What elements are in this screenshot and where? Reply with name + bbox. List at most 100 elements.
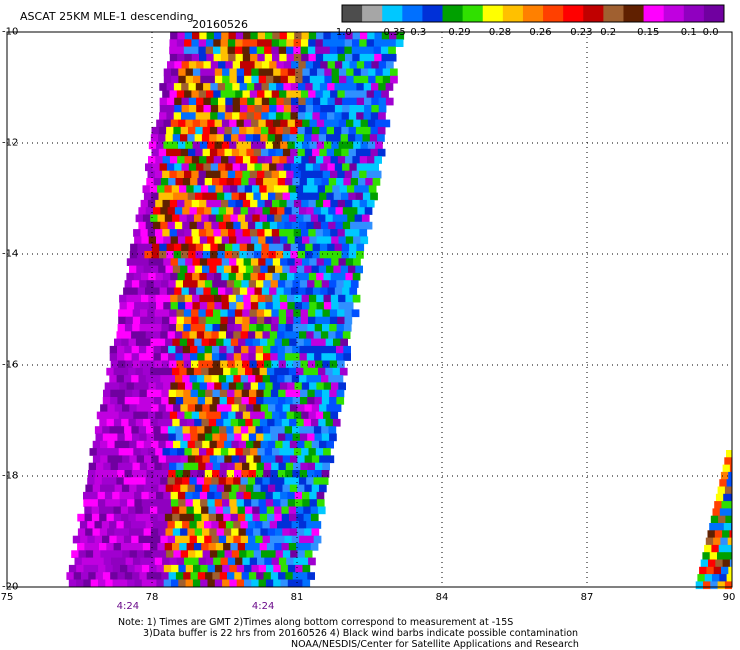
swath-cell: [291, 163, 299, 172]
swath-cell: [314, 345, 322, 354]
swath-cell: [212, 389, 221, 398]
swath-cell: [197, 397, 206, 405]
swath-cell: [291, 61, 299, 69]
swath-cell: [305, 61, 314, 69]
swath-cell: [77, 528, 86, 537]
swath-cell: [133, 411, 141, 420]
swath-cell: [289, 418, 297, 427]
swath-cell: [154, 360, 163, 369]
swath-cell: [188, 61, 197, 69]
swath-cell: [253, 550, 262, 558]
swath-cell: [172, 418, 180, 427]
swath-cell: [189, 521, 198, 529]
swath-cell: [188, 148, 196, 157]
swath-cell: [142, 506, 151, 515]
swath-cell: [163, 119, 172, 128]
swath-cell: [207, 236, 215, 245]
swath-cell: [720, 537, 729, 546]
swath-cell: [117, 572, 126, 580]
swath-cell: [373, 39, 382, 47]
swath-cell: [136, 484, 145, 493]
swath-cell: [178, 141, 186, 150]
swath-cell: [244, 506, 253, 515]
swath-cell: [180, 484, 188, 493]
swath-cell: [318, 367, 326, 376]
swath-cell: [168, 353, 176, 361]
swath-cell: [253, 455, 262, 464]
swath-cell: [198, 462, 206, 471]
swath-cell: [310, 185, 319, 193]
swath-cell: [348, 192, 356, 201]
swath-cell: [329, 397, 337, 405]
swath-cell: [212, 572, 221, 580]
swath-cell: [237, 367, 246, 376]
swath-cell: [218, 521, 227, 529]
swath-cell: [338, 141, 347, 150]
swath-cell: [326, 251, 335, 259]
swath-cell: [159, 105, 168, 113]
swath-cell: [206, 90, 214, 99]
swath-cell: [221, 294, 229, 303]
swath-cell: [233, 477, 241, 485]
swath-cell: [192, 382, 200, 391]
swath-cell: [155, 382, 164, 391]
swath-cell: [166, 83, 175, 91]
swath-cell: [274, 418, 283, 427]
swath-cell: [316, 499, 325, 507]
swath-cell: [341, 112, 350, 120]
swath-cell: [175, 470, 184, 478]
swath-cell: [257, 53, 266, 62]
swath-cell: [235, 229, 243, 237]
swath-cell: [277, 345, 286, 354]
swath-cell: [145, 477, 154, 485]
swath-cell: [145, 221, 154, 230]
swath-cell: [235, 294, 244, 303]
swath-cell: [191, 309, 199, 318]
swath-cell: [213, 316, 221, 325]
swath-cell: [81, 557, 90, 566]
swath-cell: [321, 345, 330, 354]
swath-cell: [291, 97, 299, 106]
swath-cell: [182, 535, 190, 544]
swath-cell: [224, 148, 233, 157]
swath-cell: [150, 214, 158, 223]
swath-cell: [126, 382, 135, 391]
swath-cell: [319, 455, 327, 464]
swath-cell: [243, 119, 252, 128]
swath-cell: [343, 353, 351, 361]
swath-cell: [167, 375, 176, 383]
swath-cell: [226, 535, 234, 544]
swath-cell: [726, 479, 733, 487]
swath-cell: [278, 397, 286, 405]
swath-cell: [196, 163, 204, 172]
swath-cell: [283, 112, 291, 120]
swath-cell: [727, 537, 733, 546]
swath-cell: [83, 564, 92, 573]
swath-cell: [159, 287, 168, 296]
swath-cell: [246, 83, 255, 91]
swath-cell: [270, 572, 279, 580]
swath-cell: [261, 61, 270, 69]
swath-cell: [167, 477, 176, 485]
swath-cell: [106, 418, 115, 427]
swath-cell: [170, 32, 178, 40]
swath-cell: [248, 375, 256, 383]
swath-cell: [303, 513, 312, 522]
swath-cell: [223, 513, 231, 522]
swath-cell: [252, 367, 260, 376]
swath-cell: [319, 148, 328, 157]
swath-cell: [231, 134, 239, 142]
swath-cell: [214, 382, 222, 391]
swath-cell: [227, 90, 236, 99]
swath-cell: [329, 46, 338, 55]
swath-cell: [136, 550, 145, 558]
swath-cell: [240, 61, 248, 69]
swath-cell: [220, 411, 229, 420]
swath-cell: [219, 178, 227, 186]
swath-cell: [191, 199, 200, 208]
swath-cell: [154, 170, 163, 179]
swath-cell: [220, 448, 229, 456]
swath-cell: [704, 574, 713, 582]
swath-cell: [126, 411, 134, 420]
swath-cell: [297, 455, 305, 464]
